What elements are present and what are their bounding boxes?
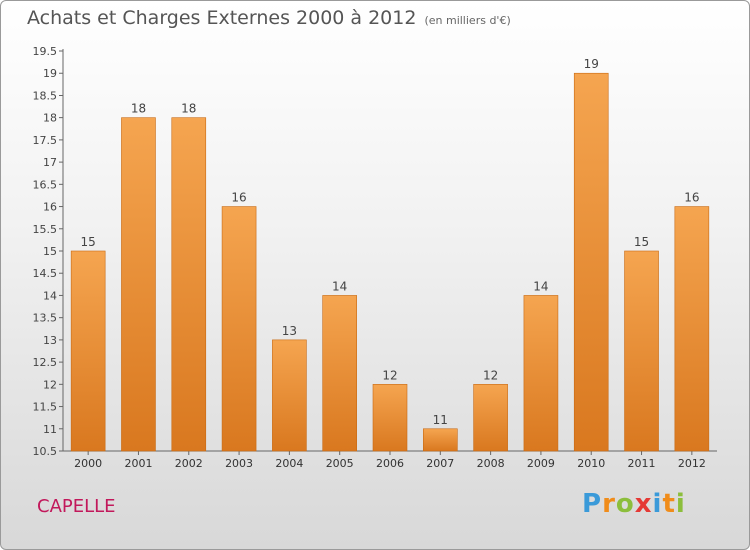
y-tick-label: 10.5 — [33, 445, 58, 458]
y-tick-label: 19 — [43, 67, 57, 80]
bar — [624, 250, 659, 452]
bar-value-label: 16 — [231, 191, 246, 205]
y-tick-label: 13.5 — [33, 312, 58, 325]
bar — [70, 250, 106, 452]
y-tick-label: 18.5 — [33, 89, 58, 102]
bar-value-label: 13 — [282, 324, 297, 338]
x-tick-label: 2004 — [275, 457, 303, 470]
chart-title: Achats et Charges Externes 2000 à 2012 (e… — [27, 7, 511, 29]
unit-text: (en milliers d'€) — [424, 14, 511, 27]
bar-value-label: 16 — [684, 191, 699, 205]
x-tick-label: 2008 — [477, 457, 505, 470]
bar-value-label: 12 — [382, 368, 397, 382]
bar — [423, 428, 458, 452]
proxiti-logo: Proxiti — [582, 489, 686, 519]
bar — [272, 339, 307, 452]
x-tick-label: 2000 — [74, 457, 102, 470]
y-tick-label: 11 — [43, 423, 57, 436]
bar-value-label: 12 — [483, 368, 498, 382]
y-tick-label: 14.5 — [33, 267, 58, 280]
y-tick-label: 17 — [43, 156, 57, 169]
x-tick-label: 2003 — [225, 457, 253, 470]
y-tick-label: 16 — [43, 201, 57, 214]
bar — [372, 384, 408, 452]
place-name: CAPELLE — [37, 496, 116, 517]
x-tick-label: 2012 — [678, 457, 706, 470]
bar-value-label: 14 — [332, 279, 347, 293]
bars: 15 18 18 16 13 14 12 11 12 14 19 15 16 — [70, 57, 710, 452]
x-tick-label: 2007 — [426, 457, 454, 470]
y-tick-label: 12.5 — [33, 356, 58, 369]
y-tick-label: 19.5 — [33, 45, 58, 58]
x-tick-label: 2010 — [577, 457, 605, 470]
bar — [171, 117, 207, 452]
x-tick-label: 2001 — [124, 457, 152, 470]
y-tick-label: 15.5 — [33, 223, 58, 236]
bar-value-label: 18 — [181, 102, 196, 116]
bar-value-label: 19 — [584, 57, 599, 71]
x-tick-label: 2011 — [628, 457, 656, 470]
x-tick-label: 2005 — [326, 457, 354, 470]
y-tick-label: 11.5 — [33, 401, 58, 414]
y-tick-label: 15 — [43, 245, 57, 258]
title-text: Achats et Charges Externes 2000 à 2012 — [27, 7, 417, 29]
y-tick-label: 16.5 — [33, 178, 58, 191]
bar — [523, 295, 559, 452]
y-tick-label: 13 — [43, 334, 57, 347]
y-tick-label: 18 — [43, 112, 57, 125]
bar — [221, 206, 257, 452]
bar — [674, 206, 710, 452]
y-tick-label: 17.5 — [33, 134, 58, 147]
x-tick-label: 2002 — [175, 457, 203, 470]
x-tick-label: 2006 — [376, 457, 404, 470]
bar-value-label: 15 — [634, 235, 649, 249]
x-tick-label: 2009 — [527, 457, 555, 470]
bar-value-label: 18 — [131, 102, 146, 116]
bar — [473, 384, 508, 452]
bar — [573, 72, 609, 452]
bar — [322, 295, 357, 452]
bar-value-label: 15 — [81, 235, 96, 249]
bar-value-label: 11 — [433, 413, 448, 427]
y-tick-label: 14 — [43, 289, 57, 302]
y-tick-label: 12 — [43, 378, 57, 391]
bar-value-label: 14 — [533, 279, 548, 293]
bar — [121, 117, 156, 452]
